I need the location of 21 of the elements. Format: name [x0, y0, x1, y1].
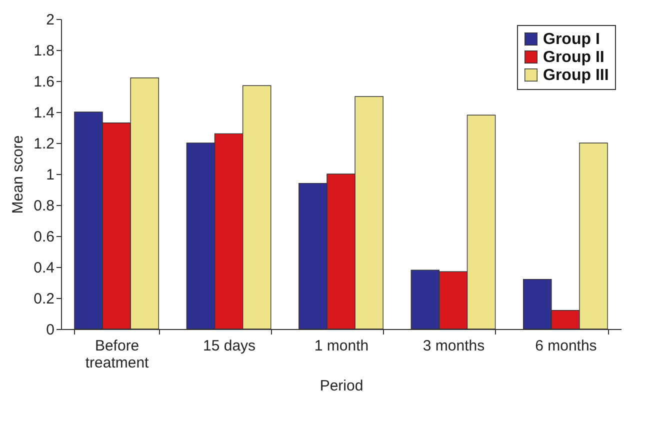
x-tick-label: 6 months — [535, 338, 597, 354]
x-tick-label: Before treatment — [85, 338, 150, 372]
legend-label: Group I — [543, 31, 600, 48]
y-tick-label: 0.6 — [34, 228, 54, 246]
y-tick-label: 0.4 — [34, 260, 54, 276]
y-tick-label: 0 — [46, 322, 54, 338]
x-tick-label: 15 days — [203, 338, 256, 354]
x-tick-label: 3 months — [422, 338, 485, 354]
legend-label: Group II — [543, 49, 604, 66]
y-tick-label: 1.8 — [34, 42, 54, 60]
x-axis-title: Period — [320, 378, 364, 394]
x-tick-label: 1 month — [314, 338, 369, 354]
y-tick-label: 1.6 — [34, 74, 54, 90]
y-tick-label: 2 — [46, 12, 54, 28]
y-tick-label: 1.2 — [34, 136, 54, 152]
y-tick-label: 0.8 — [34, 198, 54, 214]
y-tick-label: 1 — [46, 166, 54, 184]
legend-label: Group III — [543, 67, 609, 84]
y-axis-title: Mean score — [10, 135, 27, 214]
y-tick-label: 0.2 — [34, 290, 54, 308]
y-tick-label: 1.4 — [34, 104, 54, 122]
